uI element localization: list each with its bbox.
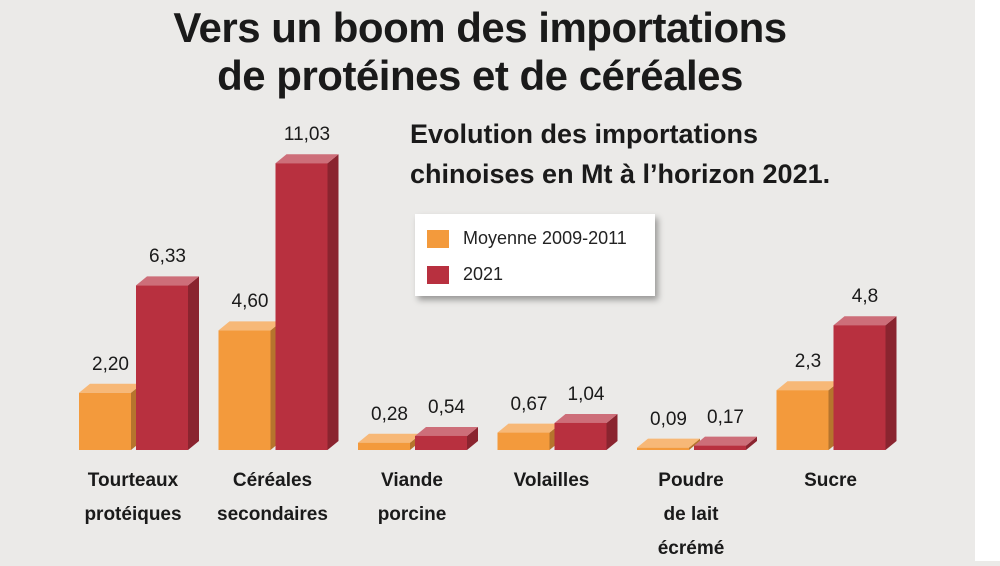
bar: [833, 316, 897, 450]
legend-label: 2021: [463, 264, 504, 284]
bar-front: [358, 442, 410, 450]
margin-strip: [975, 0, 1000, 561]
value-label: 2,20: [92, 353, 129, 375]
bar-top: [79, 383, 142, 393]
bar: [136, 276, 199, 450]
bar: [694, 436, 757, 450]
bar: [275, 154, 339, 450]
value-label: 11,03: [283, 124, 331, 146]
value-label: 0,17: [707, 406, 744, 428]
bar-top: [275, 154, 339, 164]
bar-top: [637, 438, 700, 448]
bar-top: [776, 381, 840, 391]
bar-side: [467, 426, 478, 450]
bar: [358, 433, 421, 450]
bar-top: [554, 413, 618, 423]
legend-swatch: [427, 229, 449, 248]
x-tick-label: Viande porcine: [377, 470, 447, 525]
bar-side: [606, 413, 618, 450]
value-label: 6,33: [149, 246, 186, 268]
legend-swatch: [427, 265, 449, 284]
value-label: 0,09: [650, 408, 687, 430]
bar: [218, 321, 282, 450]
bar-front: [275, 163, 328, 450]
x-tick-label: Sucre: [804, 470, 857, 491]
bar-front: [776, 390, 829, 450]
bar: [415, 426, 478, 450]
bar-front: [136, 285, 188, 450]
legend-item: 2021: [427, 264, 503, 285]
legend-label: Moyenne 2009-2011: [463, 228, 627, 248]
bar-front: [79, 392, 131, 450]
bar: [776, 381, 840, 450]
x-tick-label: Volailles: [513, 470, 590, 491]
chart-subtitle: Evolution des importations chinoises en …: [410, 119, 831, 189]
bar: [637, 438, 700, 450]
legend-item: Moyenne 2009-2011: [427, 228, 627, 249]
bar-front: [694, 445, 746, 450]
value-label: 0,28: [371, 403, 408, 425]
value-label: 0,54: [428, 396, 465, 418]
bar-side: [327, 154, 339, 450]
value-label: 4,60: [231, 291, 269, 313]
bar-side: [746, 436, 757, 450]
bar-top: [415, 426, 478, 436]
bar-side: [689, 438, 700, 450]
bar-front: [218, 330, 271, 450]
bar-top: [136, 276, 199, 286]
bar-top: [833, 316, 897, 326]
bar-top: [358, 433, 421, 443]
bar-front: [833, 325, 886, 450]
chart-title: Vers un boom des importations de protéin…: [173, 4, 787, 99]
value-label: 2,3: [794, 351, 822, 373]
value-label: 0,67: [510, 393, 548, 415]
bar-front: [497, 432, 550, 450]
bar-front: [415, 435, 467, 450]
value-label: 1,04: [567, 383, 605, 405]
bar-top: [497, 423, 561, 433]
bar: [554, 413, 618, 450]
bar-top: [694, 436, 757, 446]
bar-side: [885, 316, 897, 450]
x-tick-label: Tourteaux protéiques: [84, 470, 182, 525]
x-tick-label: Céréales secondaires: [217, 470, 328, 525]
x-tick-label: Poudre de lait écrémé: [657, 470, 725, 559]
bar-top: [218, 321, 282, 331]
bar: [497, 423, 561, 450]
bar-side: [188, 276, 199, 450]
legend: Moyenne 2009-2011 2021: [415, 214, 655, 296]
bar: [79, 383, 142, 450]
bar-front: [554, 422, 607, 450]
bar-front: [637, 447, 689, 450]
value-label: 4,8: [851, 286, 879, 308]
